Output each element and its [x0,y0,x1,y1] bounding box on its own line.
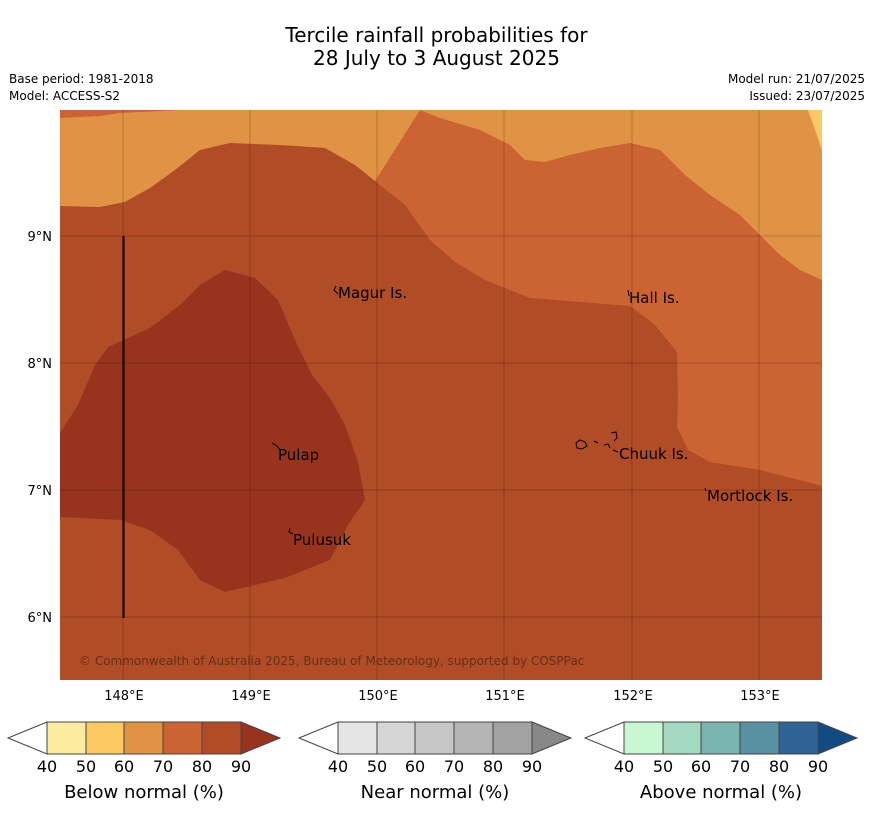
colorbar-segment-below-normal [162,721,203,755]
colorbar-tick: 50 [76,757,96,776]
pulusuk-island-marker [288,527,294,535]
lon-label-148e: 148°E [104,689,144,704]
colorbar-segment-above-normal [583,721,625,755]
colorbar-tick: 80 [192,757,212,776]
copyright-notice: © Commonwealth of Australia 2025, Bureau… [79,654,584,668]
colorbar-segment-below-normal [85,721,125,755]
colorbar-tick: 90 [522,757,542,776]
colorbar-segment-near-normal [531,721,573,755]
mortlock-island-marker [704,487,707,492]
colorbar-title-near-normal: Near normal (%) [361,782,510,803]
pulap-island-marker [271,442,281,451]
chuuk-lagoon-marker [575,431,619,453]
colorbar-tick: 40 [37,757,57,776]
colorbar-segment-near-normal [492,721,533,755]
lat-label-9n: 9°N [28,230,53,245]
meta-left: Base period: 1981-2018 Model: ACCESS-S2 [9,71,154,105]
place-label-magur: Magur Is. [338,284,407,302]
island-markers [271,285,707,535]
colorbar-segment-below-normal [46,721,87,755]
meta-right: Model run: 21/07/2025 Issued: 23/07/2025 [728,71,865,105]
colorbar-segment-near-normal [337,721,378,755]
colorbar-segment-above-normal [700,721,741,755]
colorbar-segment-below-normal [6,721,48,755]
colorbar-title-below-normal: Below normal (%) [64,782,224,803]
colorbar-tick: 90 [808,757,828,776]
colorbar-above-normal: 40 50 60 70 80 90 Above normal (%) [583,721,859,803]
model-name: Model: ACCESS-S2 [9,89,121,103]
lon-label-150e: 150°E [358,689,398,704]
colorbar-tick: 70 [444,757,464,776]
lat-label-6n: 6°N [28,611,53,626]
colorbar-tick: 80 [769,757,789,776]
colorbar-tick: 60 [405,757,425,776]
colorbar-segment-above-normal [662,721,702,755]
colorbar-near-normal: 40 50 60 70 80 90 Near normal (%) [297,721,573,803]
lat-label-7n: 7°N [28,484,53,499]
colorbar-tick: 40 [328,757,348,776]
lon-label-152e: 152°E [613,689,653,704]
hall-island-marker [627,289,630,297]
colorbar-segment-near-normal [376,721,416,755]
colorbar-segment-above-normal [817,721,859,755]
lon-label-153e: 153°E [740,689,780,704]
colorbar-segment-above-normal [623,721,664,755]
place-label-chuuk: Chuuk Is. [619,445,688,463]
lat-label-8n: 8°N [28,357,53,372]
lon-label-151e: 151°E [485,689,525,704]
colorbar-title-above-normal: Above normal (%) [640,782,802,803]
zone-50-60 [808,110,822,150]
place-label-pulusuk: Pulusuk [293,531,351,549]
title-line-1: Tercile rainfall probabilities for [285,23,588,47]
place-label-pulap: Pulap [278,446,319,464]
place-label-hall: Hall Is. [629,289,680,307]
zone-90-plus [60,270,365,592]
issued-date: Issued: 23/07/2025 [749,89,865,103]
colorbar-segment-above-normal [778,721,819,755]
colorbar-tick: 40 [614,757,634,776]
colorbar-tick: 60 [114,757,134,776]
model-run: Model run: 21/07/2025 [727,72,865,86]
colorbar-tick: 90 [231,757,251,776]
colorbar-segment-near-normal [453,721,494,755]
colorbar-segment-below-normal [123,721,164,755]
colorbar-tick: 80 [483,757,503,776]
lon-label-149e: 149°E [231,689,271,704]
colorbar-segment-below-normal [240,721,282,755]
colorbar-segment-below-normal [201,721,242,755]
magur-island-marker [333,285,339,295]
base-period: Base period: 1981-2018 [9,72,154,86]
colorbar-tick: 50 [367,757,387,776]
colorbar-segment-near-normal [414,721,455,755]
colorbar-tick: 50 [653,757,673,776]
colorbar-segment-above-normal [739,721,780,755]
colorbar-below-normal: 40 50 60 70 80 90 Below normal (%) [6,721,282,803]
colorbar-tick: 70 [730,757,750,776]
place-label-mortlock: Mortlock Is. [707,487,793,505]
colorbar-segment-near-normal [297,721,339,755]
colorbar-tick: 60 [691,757,711,776]
probability-map [60,110,822,680]
colorbar-tick: 70 [153,757,173,776]
title-line-2: 28 July to 3 August 2025 [313,46,560,70]
